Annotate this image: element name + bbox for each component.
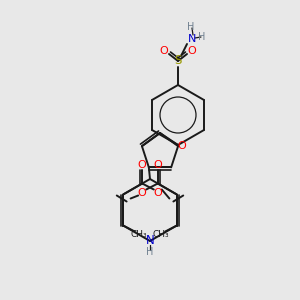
Text: O: O bbox=[138, 188, 147, 197]
Text: O: O bbox=[188, 46, 196, 56]
Text: N: N bbox=[188, 34, 196, 44]
Text: H: H bbox=[198, 32, 206, 42]
Text: O: O bbox=[153, 188, 162, 197]
Text: O: O bbox=[153, 160, 162, 170]
Text: N: N bbox=[146, 235, 154, 248]
Text: O: O bbox=[160, 46, 168, 56]
Text: O: O bbox=[178, 141, 186, 151]
Text: H: H bbox=[146, 247, 154, 257]
Text: H: H bbox=[187, 22, 195, 32]
Text: O: O bbox=[138, 160, 147, 170]
Text: S: S bbox=[174, 55, 182, 68]
Text: CH₃: CH₃ bbox=[130, 230, 147, 239]
Text: CH₃: CH₃ bbox=[153, 230, 169, 239]
